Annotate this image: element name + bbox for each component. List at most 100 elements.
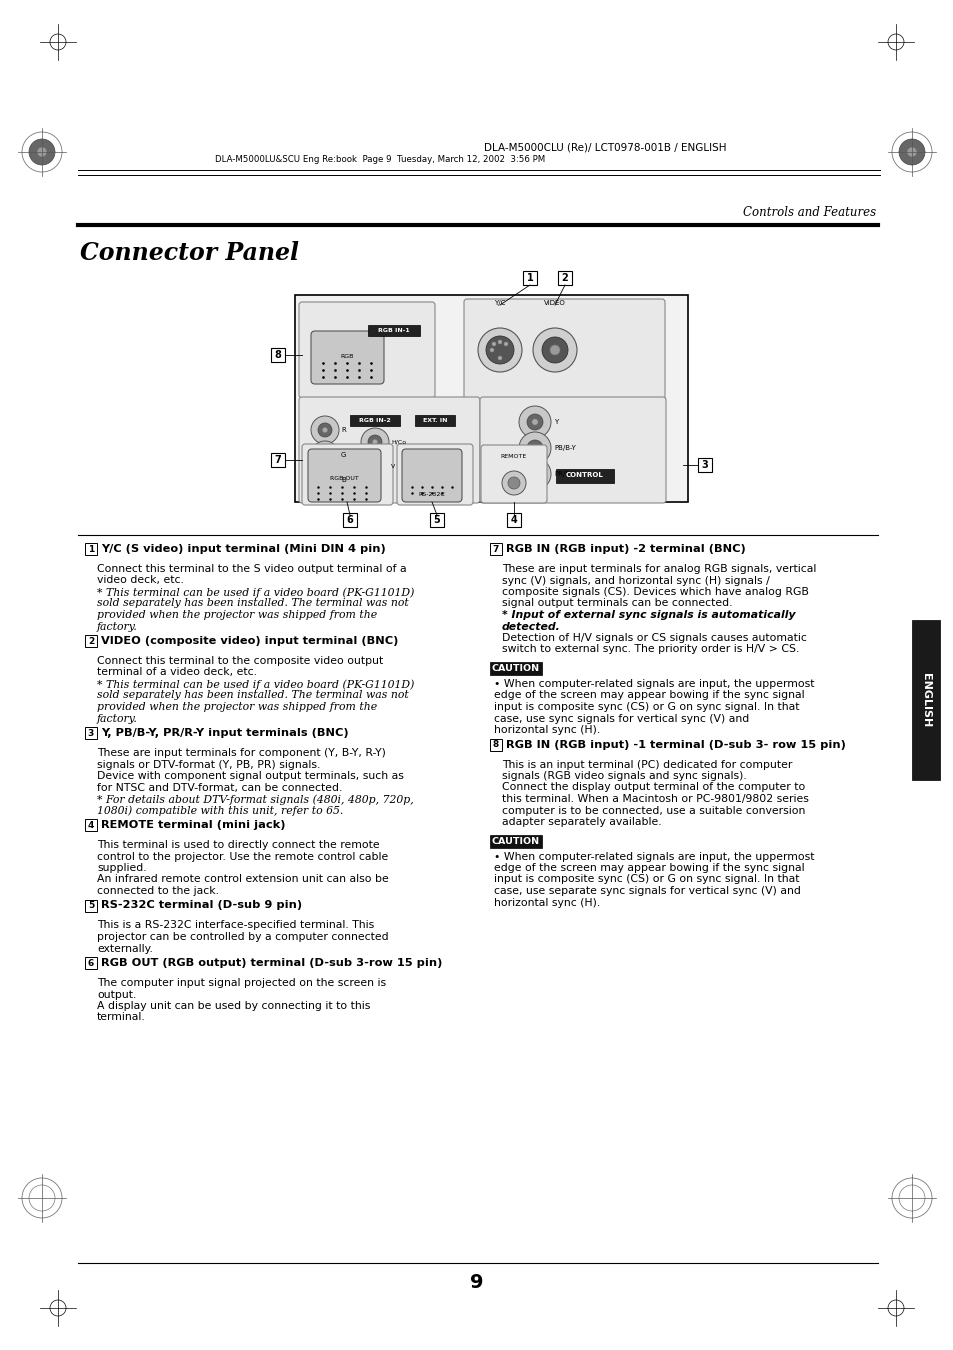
Text: EXT. IN: EXT. IN <box>422 417 447 423</box>
Circle shape <box>526 414 542 431</box>
Circle shape <box>497 340 501 344</box>
Circle shape <box>507 477 519 489</box>
Text: 5: 5 <box>88 900 94 910</box>
Circle shape <box>501 471 525 495</box>
Text: 7: 7 <box>274 455 281 464</box>
Bar <box>558 271 572 285</box>
Text: Y/C: Y/C <box>494 300 505 306</box>
Text: for NTSC and DTV-format, can be connected.: for NTSC and DTV-format, can be connecte… <box>97 783 342 792</box>
Bar <box>350 414 399 427</box>
Text: H/Co: H/Co <box>391 440 406 444</box>
Text: video deck, etc.: video deck, etc. <box>97 575 184 586</box>
Circle shape <box>372 440 377 444</box>
Text: V: V <box>391 464 395 470</box>
Text: CAUTION: CAUTION <box>492 837 539 845</box>
Text: 1: 1 <box>88 544 94 554</box>
Circle shape <box>898 139 924 165</box>
Text: Connect this terminal to the S video output terminal of a: Connect this terminal to the S video out… <box>97 564 406 574</box>
Circle shape <box>311 466 338 494</box>
Text: 9: 9 <box>470 1273 483 1292</box>
Circle shape <box>532 418 537 425</box>
Text: 2: 2 <box>561 273 568 284</box>
Text: CAUTION: CAUTION <box>492 664 539 674</box>
FancyBboxPatch shape <box>311 331 384 383</box>
Text: switch to external sync. The priority order is H/V > CS.: switch to external sync. The priority or… <box>501 644 799 655</box>
Circle shape <box>526 466 542 482</box>
Circle shape <box>317 448 332 462</box>
Text: provided when the projector was shipped from the: provided when the projector was shipped … <box>97 610 376 620</box>
Text: connected to the jack.: connected to the jack. <box>97 886 219 896</box>
Circle shape <box>372 464 377 470</box>
Bar <box>490 662 541 675</box>
Circle shape <box>906 147 916 157</box>
FancyBboxPatch shape <box>401 450 461 502</box>
Text: signals (RGB video signals and sync signals).: signals (RGB video signals and sync sign… <box>501 771 746 782</box>
Text: signal output terminals can be connected.: signal output terminals can be connected… <box>501 598 732 609</box>
Text: Controls and Features: Controls and Features <box>742 207 875 220</box>
Text: G: G <box>340 452 346 458</box>
Circle shape <box>532 446 537 451</box>
Text: composite signals (CS). Devices which have analog RGB: composite signals (CS). Devices which ha… <box>501 587 808 597</box>
Text: DLA-M5000LU&SCU Eng Re:book  Page 9  Tuesday, March 12, 2002  3:56 PM: DLA-M5000LU&SCU Eng Re:book Page 9 Tuesd… <box>214 155 545 165</box>
Circle shape <box>360 428 389 456</box>
Text: RGB OUT: RGB OUT <box>330 475 358 481</box>
Bar <box>85 819 97 832</box>
Text: REMOTE: REMOTE <box>500 455 527 459</box>
Text: this terminal. When a Macintosh or PC-9801/9802 series: this terminal. When a Macintosh or PC-98… <box>501 794 808 805</box>
Text: control to the projector. Use the remote control cable: control to the projector. Use the remote… <box>97 852 388 861</box>
Text: detected.: detected. <box>501 621 560 632</box>
Bar <box>522 271 537 285</box>
Text: output.: output. <box>97 990 136 999</box>
Text: CONTROL: CONTROL <box>565 472 603 478</box>
Bar <box>85 728 97 738</box>
Text: An infrared remote control extension unit can also be: An infrared remote control extension uni… <box>97 875 388 884</box>
Text: RGB IN-2: RGB IN-2 <box>358 417 391 423</box>
Text: 4: 4 <box>510 514 517 525</box>
Circle shape <box>311 441 338 468</box>
Text: 7: 7 <box>493 544 498 554</box>
Bar <box>430 513 443 526</box>
Text: adapter separately available.: adapter separately available. <box>501 817 661 828</box>
Text: Connect the display output terminal of the computer to: Connect the display output terminal of t… <box>501 783 804 792</box>
Bar <box>85 543 97 555</box>
FancyBboxPatch shape <box>463 298 664 410</box>
Bar <box>85 899 97 911</box>
FancyBboxPatch shape <box>308 450 380 502</box>
Bar <box>85 634 97 647</box>
Circle shape <box>518 458 551 490</box>
Bar <box>490 543 501 555</box>
Text: The computer input signal projected on the screen is: The computer input signal projected on t… <box>97 977 386 988</box>
Circle shape <box>322 452 327 458</box>
Circle shape <box>490 348 494 352</box>
Bar <box>698 458 711 472</box>
Text: DLA-M5000CLU (Re)/ LCT0978-001B / ENGLISH: DLA-M5000CLU (Re)/ LCT0978-001B / ENGLIS… <box>483 143 725 153</box>
Text: sold separately has been installed. The terminal was not: sold separately has been installed. The … <box>97 690 408 701</box>
Circle shape <box>503 342 507 346</box>
Circle shape <box>477 328 521 373</box>
Text: edge of the screen may appear bowing if the sync signal: edge of the screen may appear bowing if … <box>494 690 803 701</box>
Text: input is composite sync (CS) or G on sync signal. In that: input is composite sync (CS) or G on syn… <box>494 702 799 711</box>
Text: * Input of external sync signals is automatically: * Input of external sync signals is auto… <box>501 610 795 620</box>
FancyBboxPatch shape <box>396 444 473 505</box>
Circle shape <box>311 416 338 444</box>
Text: Y: Y <box>554 418 558 425</box>
Text: RS-232C: RS-232C <box>418 493 445 498</box>
Text: ENGLISH: ENGLISH <box>920 672 930 728</box>
Text: This terminal is used to directly connect the remote: This terminal is used to directly connec… <box>97 840 379 850</box>
Text: provided when the projector was shipped from the: provided when the projector was shipped … <box>97 702 376 711</box>
Bar <box>556 468 614 483</box>
Text: RS-232C terminal (D-sub 9 pin): RS-232C terminal (D-sub 9 pin) <box>101 900 302 910</box>
Text: This is a RS-232C interface-specified terminal. This: This is a RS-232C interface-specified te… <box>97 921 374 930</box>
Text: 8: 8 <box>274 350 281 360</box>
Bar <box>415 414 455 427</box>
Bar <box>271 454 285 467</box>
Bar <box>294 296 687 502</box>
Text: Y/C (S video) input terminal (Mini DIN 4 pin): Y/C (S video) input terminal (Mini DIN 4… <box>101 544 385 554</box>
Text: 6: 6 <box>88 958 94 968</box>
Text: signals or DTV-format (Y, PB, PR) signals.: signals or DTV-format (Y, PB, PR) signal… <box>97 760 320 770</box>
Text: These are input terminals for analog RGB signals, vertical: These are input terminals for analog RGB… <box>501 564 816 574</box>
Text: projector can be controlled by a computer connected: projector can be controlled by a compute… <box>97 931 388 942</box>
Text: Y, PB/B-Y, PR/R-Y input terminals (BNC): Y, PB/B-Y, PR/R-Y input terminals (BNC) <box>101 728 348 738</box>
Text: factory.: factory. <box>97 621 138 632</box>
Text: Detection of H/V signals or CS signals causes automatic: Detection of H/V signals or CS signals c… <box>501 633 806 643</box>
